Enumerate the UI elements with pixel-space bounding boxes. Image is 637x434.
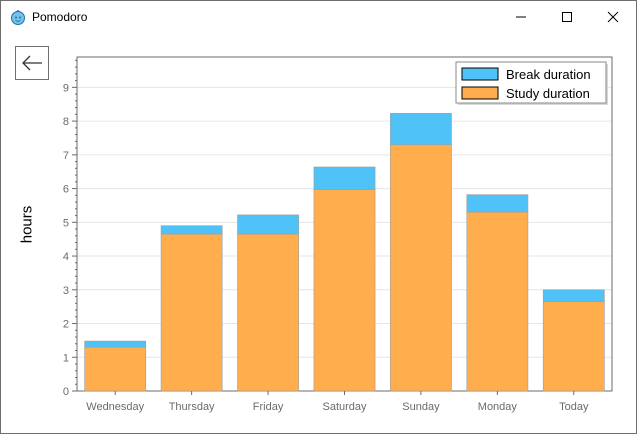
title-bar[interactable]: Pomodoro [1, 1, 636, 32]
window-title: Pomodoro [32, 10, 88, 24]
back-button[interactable] [15, 46, 49, 80]
y-tick-label: 4 [63, 251, 69, 263]
bar-break-sunday [390, 113, 452, 146]
bar-study-thursday [160, 233, 223, 392]
bar-study-today [542, 301, 605, 392]
close-icon [607, 11, 619, 22]
bar-study-sunday [390, 144, 452, 392]
bar-study-saturday [313, 189, 376, 392]
y-tick-label: 3 [63, 285, 69, 297]
bar-study-wednesday [84, 346, 147, 392]
x-tick-label: Sunday [402, 401, 440, 413]
bar-break-thursday [160, 225, 223, 235]
y-tick-label: 0 [63, 386, 69, 398]
x-tick-label: Saturday [322, 401, 367, 413]
y-tick-label: 5 [63, 217, 69, 229]
y-tick-label: 8 [63, 116, 69, 128]
legend-label: Break duration [506, 67, 591, 82]
bar-break-wednesday [84, 340, 147, 348]
y-tick-label: 1 [63, 352, 69, 364]
arrow-left-icon [22, 55, 42, 71]
y-tick-label: 7 [63, 150, 69, 162]
legend-label: Study duration [506, 86, 590, 101]
x-tick-label: Monday [478, 401, 518, 413]
y-tick-label: 9 [63, 82, 69, 94]
legend-swatch [461, 86, 499, 100]
x-tick-label: Friday [253, 401, 284, 413]
x-tick-label: Wednesday [86, 401, 144, 413]
x-tick-label: Today [559, 401, 589, 413]
bar-break-friday [237, 214, 299, 235]
legend-swatch [461, 67, 499, 81]
minimize-button[interactable] [498, 1, 544, 32]
maximize-button[interactable] [544, 1, 590, 32]
bar-study-monday [466, 211, 529, 392]
close-button[interactable] [590, 1, 636, 32]
y-tick-label: 2 [63, 319, 69, 331]
bar-break-monday [466, 194, 529, 213]
maximize-icon [562, 11, 572, 22]
x-tick-label: Thursday [169, 401, 215, 413]
y-tick-label: 6 [63, 184, 69, 196]
bar-study-friday [237, 233, 299, 392]
minimize-icon [516, 16, 526, 17]
bar-break-today [542, 289, 605, 302]
tomato-icon [11, 9, 25, 25]
bar-break-saturday [313, 166, 376, 190]
